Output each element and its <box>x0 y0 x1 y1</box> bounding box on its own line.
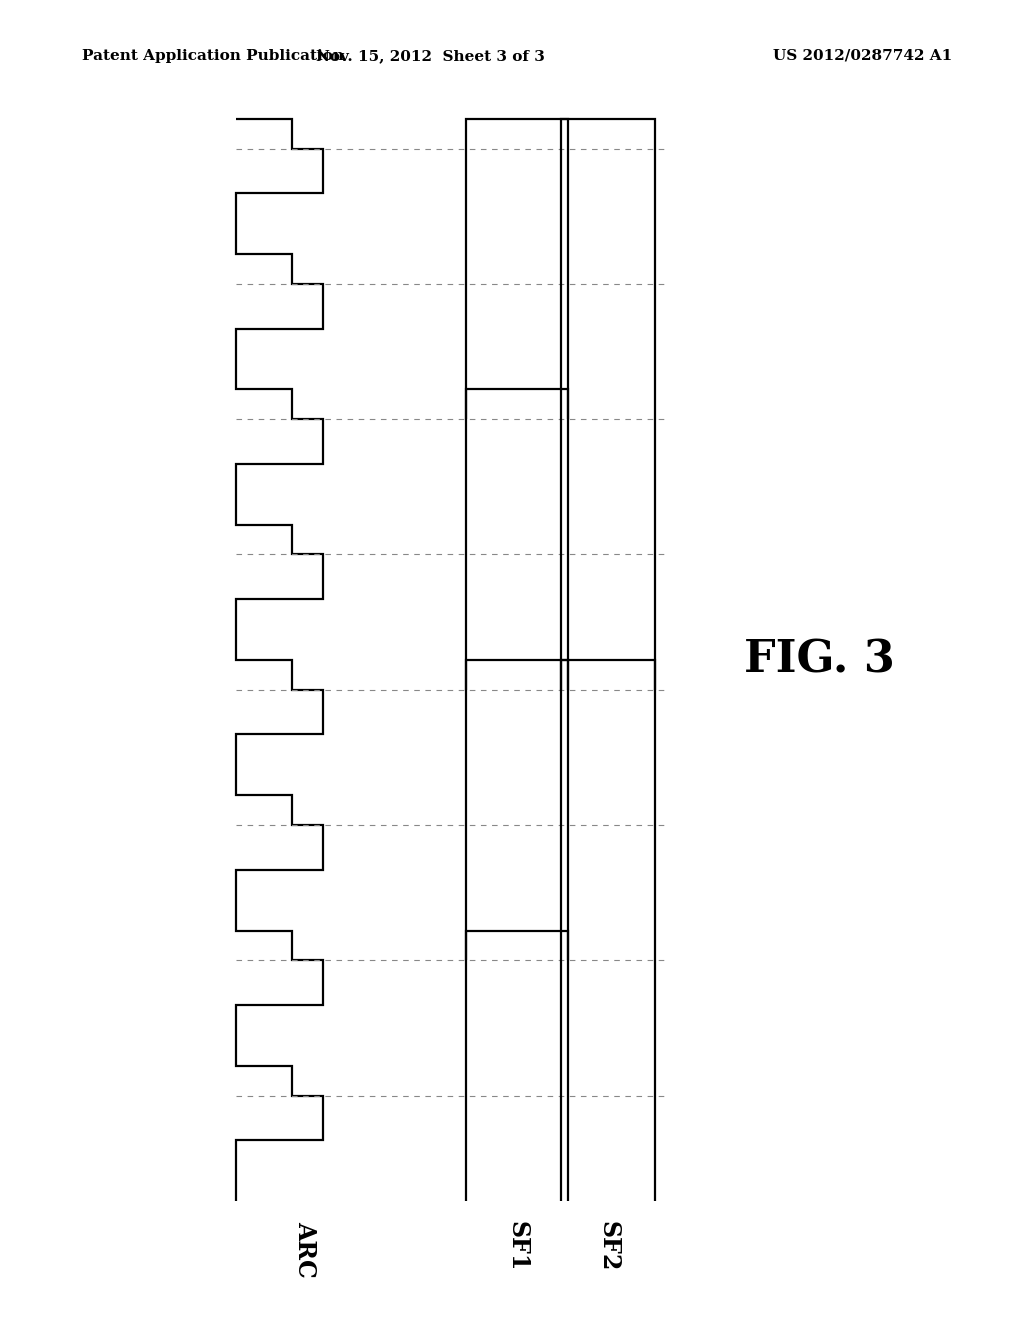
Text: Patent Application Publication: Patent Application Publication <box>82 49 344 63</box>
Text: Nov. 15, 2012  Sheet 3 of 3: Nov. 15, 2012 Sheet 3 of 3 <box>315 49 545 63</box>
Text: SF2: SF2 <box>596 1221 621 1271</box>
Text: SF1: SF1 <box>505 1221 529 1271</box>
Text: US 2012/0287742 A1: US 2012/0287742 A1 <box>773 49 952 63</box>
Text: ARC: ARC <box>293 1221 316 1278</box>
Text: FIG. 3: FIG. 3 <box>743 639 895 681</box>
